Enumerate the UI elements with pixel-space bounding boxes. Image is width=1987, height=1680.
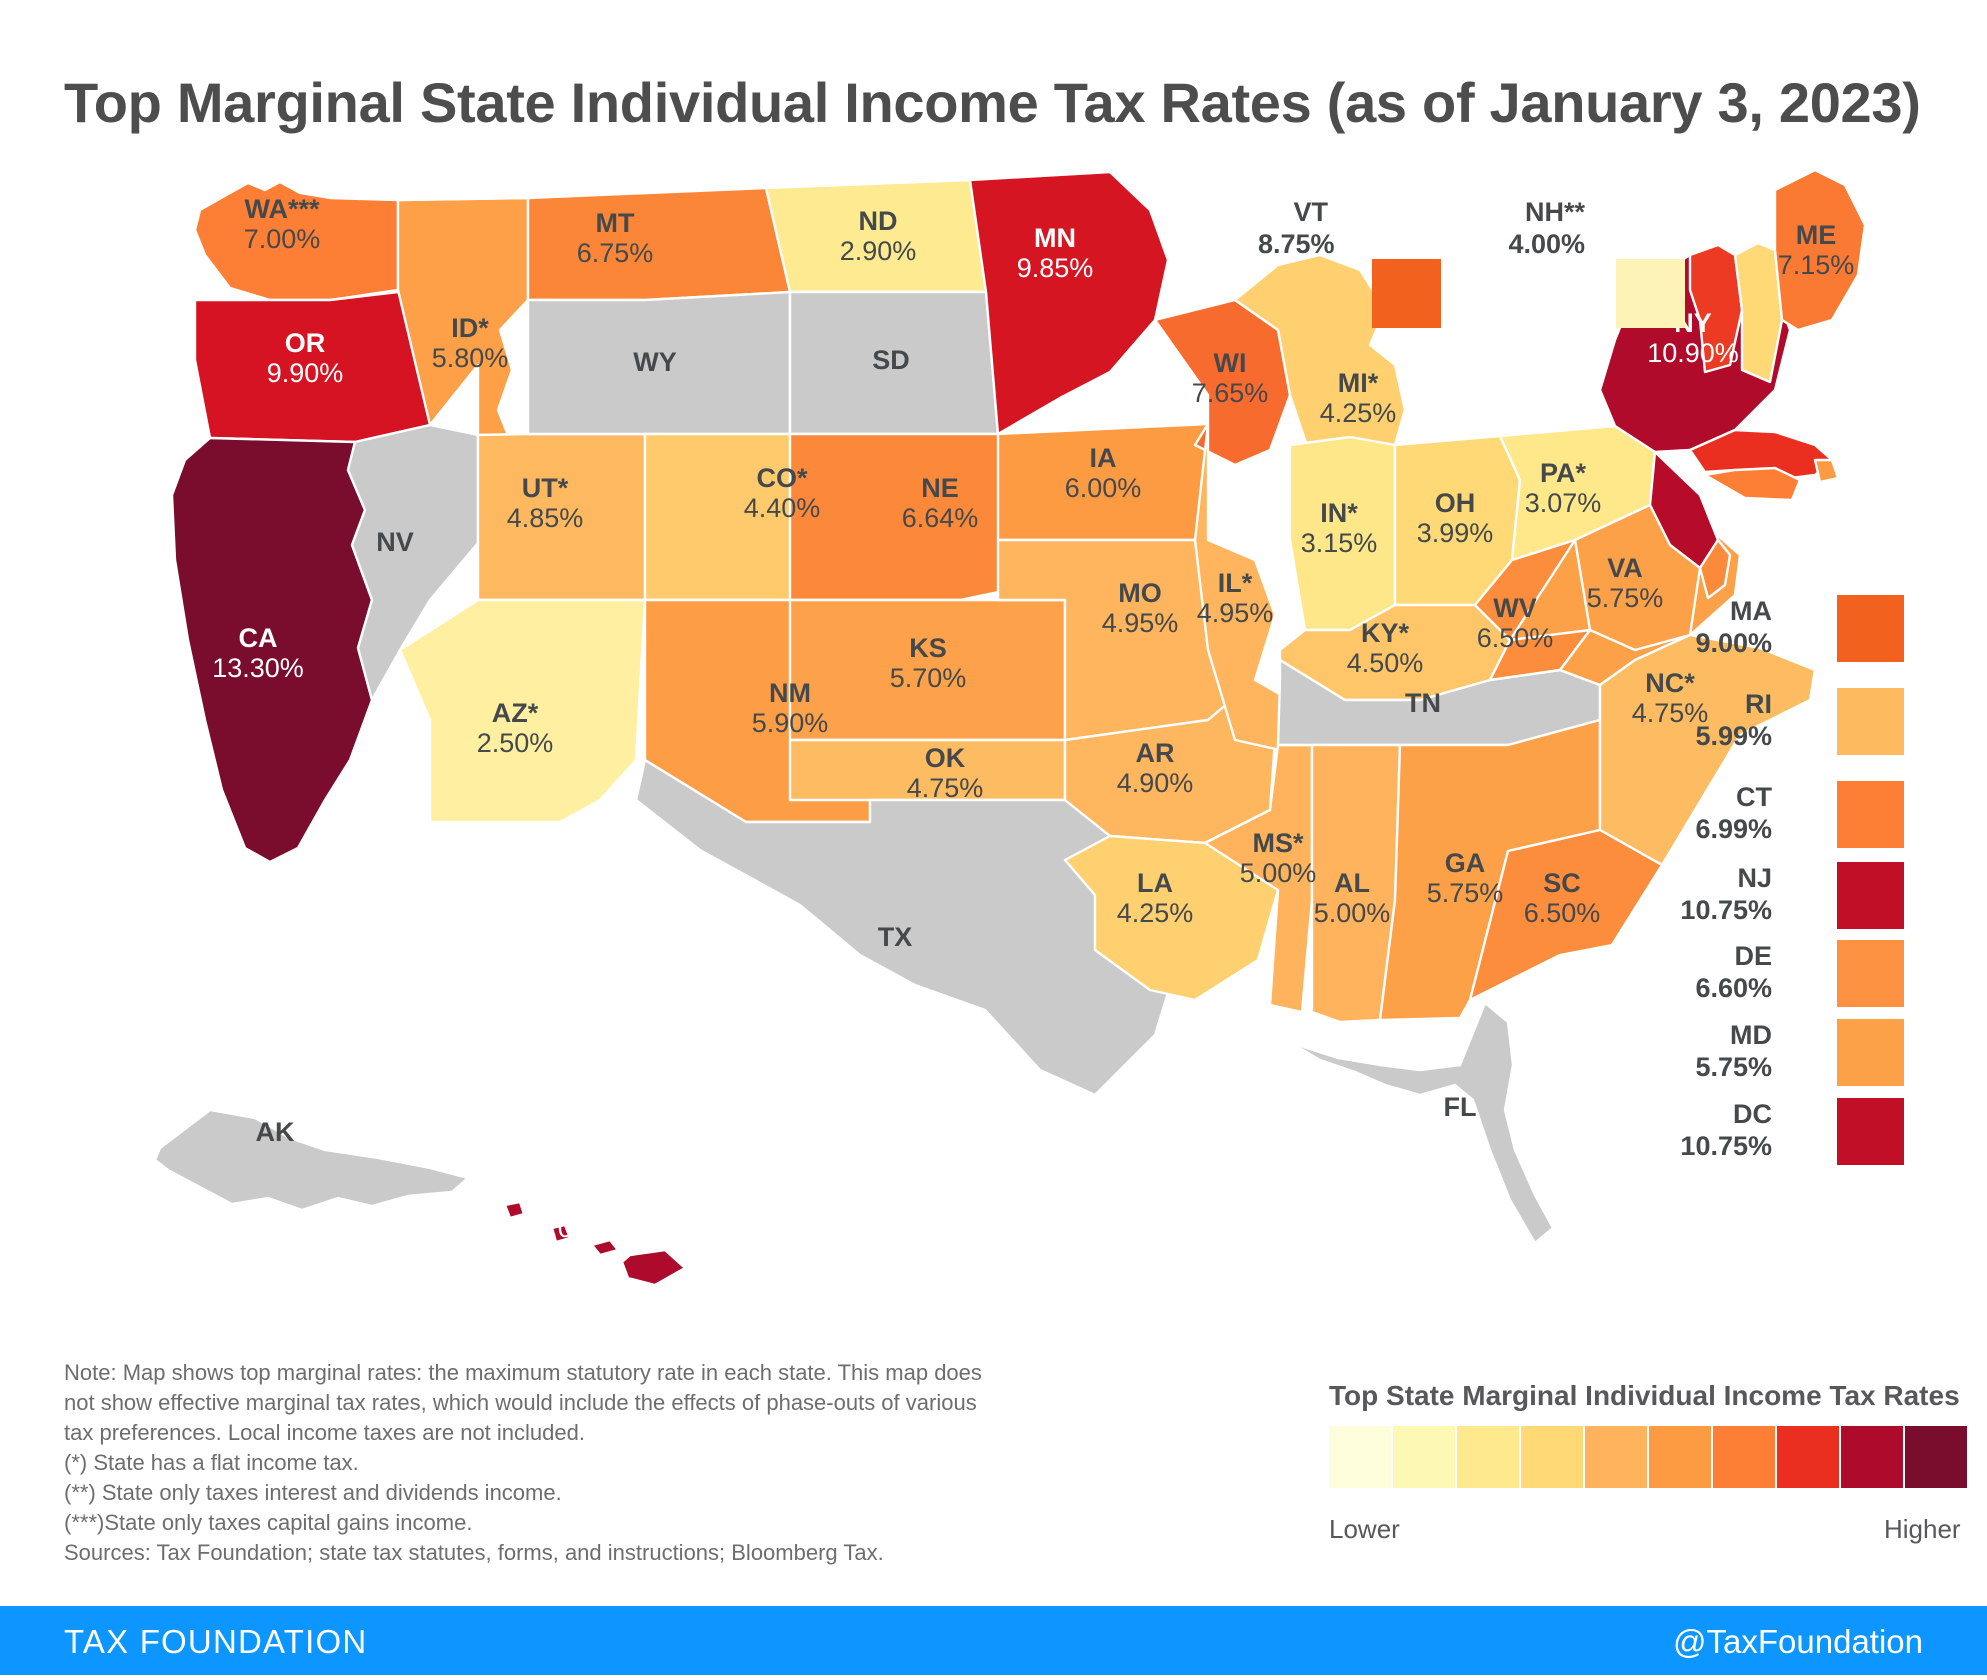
svg-text:11.00%: 11.00% bbox=[522, 1213, 612, 1243]
svg-text:UT*: UT* bbox=[522, 473, 569, 503]
svg-text:PA*: PA* bbox=[1540, 458, 1587, 488]
svg-text:4.75%: 4.75% bbox=[907, 773, 984, 803]
svg-text:MI*: MI* bbox=[1338, 368, 1379, 398]
svg-text:MN: MN bbox=[1034, 223, 1076, 253]
svg-text:3.99%: 3.99% bbox=[1417, 518, 1494, 548]
svg-text:6.75%: 6.75% bbox=[577, 238, 654, 268]
svg-text:TN: TN bbox=[1405, 688, 1441, 718]
svg-text:4.85%: 4.85% bbox=[507, 503, 584, 533]
svg-text:NV: NV bbox=[376, 527, 414, 557]
svg-text:AK: AK bbox=[256, 1117, 295, 1147]
svg-text:6.64%: 6.64% bbox=[902, 503, 979, 533]
svg-text:MO: MO bbox=[1118, 578, 1162, 608]
svg-text:5.70%: 5.70% bbox=[890, 663, 967, 693]
svg-text:IA: IA bbox=[1090, 443, 1117, 473]
svg-text:CA: CA bbox=[239, 623, 278, 653]
svg-text:CO*: CO* bbox=[756, 463, 808, 493]
svg-text:ME: ME bbox=[1796, 220, 1837, 250]
svg-text:4.40%: 4.40% bbox=[744, 493, 821, 523]
svg-text:NE: NE bbox=[921, 473, 959, 503]
svg-text:OK: OK bbox=[925, 743, 966, 773]
svg-text:3.15%: 3.15% bbox=[1301, 528, 1378, 558]
svg-text:5.00%: 5.00% bbox=[1240, 858, 1317, 888]
svg-text:4.95%: 4.95% bbox=[1102, 608, 1179, 638]
svg-text:ID*: ID* bbox=[451, 313, 489, 343]
svg-text:9.85%: 9.85% bbox=[1017, 253, 1094, 283]
svg-text:VA: VA bbox=[1607, 553, 1643, 583]
svg-text:4.90%: 4.90% bbox=[1117, 768, 1194, 798]
svg-text:7.65%: 7.65% bbox=[1192, 378, 1269, 408]
svg-text:AR: AR bbox=[1136, 738, 1175, 768]
svg-text:AL: AL bbox=[1334, 868, 1370, 898]
svg-text:ND: ND bbox=[859, 206, 898, 236]
svg-text:7.15%: 7.15% bbox=[1778, 250, 1855, 280]
svg-text:6.00%: 6.00% bbox=[1065, 473, 1142, 503]
svg-text:2.50%: 2.50% bbox=[477, 728, 554, 758]
svg-text:OR: OR bbox=[285, 328, 326, 358]
svg-text:IL*: IL* bbox=[1218, 568, 1253, 598]
svg-text:5.80%: 5.80% bbox=[432, 343, 509, 373]
svg-text:4.25%: 4.25% bbox=[1117, 898, 1194, 928]
svg-text:7.00%: 7.00% bbox=[244, 224, 321, 254]
svg-text:2.90%: 2.90% bbox=[840, 236, 917, 266]
svg-text:MT: MT bbox=[596, 208, 635, 238]
svg-text:MS*: MS* bbox=[1252, 828, 1304, 858]
svg-text:LA: LA bbox=[1137, 868, 1173, 898]
svg-text:13.30%: 13.30% bbox=[212, 653, 304, 683]
svg-text:KS: KS bbox=[909, 633, 947, 663]
svg-text:NM: NM bbox=[769, 678, 811, 708]
svg-text:IN*: IN* bbox=[1320, 498, 1358, 528]
svg-text:3.07%: 3.07% bbox=[1525, 488, 1602, 518]
svg-text:5.00%: 5.00% bbox=[1314, 898, 1391, 928]
svg-text:10.90%: 10.90% bbox=[1647, 338, 1739, 368]
svg-text:4.50%: 4.50% bbox=[1347, 648, 1424, 678]
svg-text:AZ*: AZ* bbox=[492, 698, 539, 728]
svg-text:SD: SD bbox=[872, 345, 910, 375]
svg-text:9.90%: 9.90% bbox=[267, 358, 344, 388]
svg-text:TX: TX bbox=[878, 922, 913, 952]
svg-text:OH: OH bbox=[1435, 488, 1476, 518]
svg-text:WI: WI bbox=[1214, 348, 1247, 378]
svg-text:WA***: WA*** bbox=[244, 194, 320, 224]
svg-text:5.90%: 5.90% bbox=[752, 708, 829, 738]
svg-text:KY*: KY* bbox=[1361, 618, 1410, 648]
svg-text:WY: WY bbox=[633, 347, 677, 377]
svg-text:HI: HI bbox=[554, 1183, 581, 1213]
svg-text:4.25%: 4.25% bbox=[1320, 398, 1397, 428]
svg-text:4.95%: 4.95% bbox=[1197, 598, 1274, 628]
